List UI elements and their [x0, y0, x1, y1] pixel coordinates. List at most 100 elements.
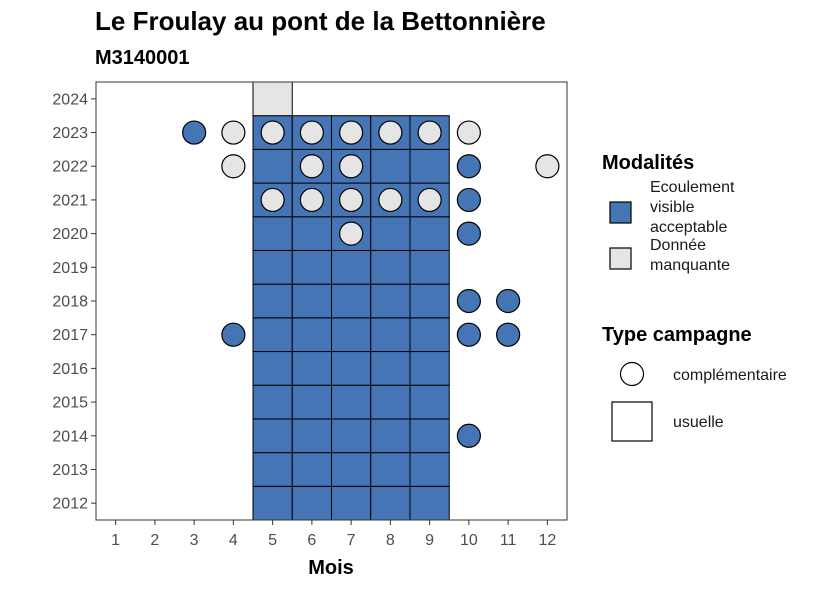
usuelle-square-2022-9: [409, 148, 450, 184]
legend-label-line: acceptable: [650, 219, 727, 236]
complementaire-point-2018-11: [496, 288, 521, 314]
usuelle-square-2016-5: [252, 351, 293, 386]
legend-key-complementaire: [619, 361, 645, 387]
usuelle-square-2017-6: [291, 317, 332, 353]
usuelle-square-2015-7: [331, 384, 372, 420]
x-tick-label: 12: [538, 532, 556, 549]
usuelle-square-2020-9: [409, 216, 450, 251]
legend-title-modalites: Modalités: [602, 152, 694, 174]
complementaire-point-2021-7: [339, 187, 364, 213]
usuelle-square-2016-8: [370, 351, 411, 386]
y-tick-label: 2016: [52, 361, 88, 378]
complementaire-point-2021-9: [417, 187, 442, 213]
x-tick-label: 7: [347, 532, 356, 549]
usuelle-square-2016-7: [331, 351, 372, 386]
legend-key-ecoulement: [609, 201, 632, 224]
complementaire-point-2023-6: [299, 120, 324, 145]
usuelle-square-2014-6: [291, 418, 332, 454]
complementaire-point-2023-7: [339, 120, 364, 145]
complementaire-point-2017-10: [456, 322, 481, 347]
y-axis: 2012 2013 2014 2015 2016 2017 2018 2019 2020 2021…: [52, 91, 96, 513]
complementaire-point-2014-10: [456, 423, 481, 448]
legend-label-usuelle: usuelle: [673, 414, 724, 431]
usuelle-square-2019-8: [370, 249, 411, 285]
y-tick-label: 2019: [52, 260, 88, 277]
y-tick-label: 2014: [52, 428, 88, 445]
usuelle-square-2012-7: [331, 485, 372, 521]
usuelle-square-2020-8: [370, 216, 411, 251]
complementaire-point-2020-10: [456, 221, 481, 246]
x-tick-label: 3: [190, 532, 199, 549]
complementaire-point-2020-7: [339, 221, 364, 246]
usuelle-square-2013-9: [409, 452, 450, 487]
usuelle-square-2019-6: [291, 249, 332, 285]
usuelle-square-2014-8: [370, 418, 411, 454]
legend-label-line: visible: [650, 199, 695, 216]
complementaire-point-2022-12: [535, 154, 560, 179]
usuelle-square-2018-9: [409, 283, 450, 319]
complementaire-point-2023-5: [260, 120, 285, 145]
complementaire-point-2021-8: [378, 187, 403, 213]
usuelle-square-2013-7: [331, 452, 372, 487]
x-tick-label: 4: [229, 532, 238, 549]
usuelle-square-2013-5: [252, 452, 293, 487]
usuelle-square-2012-9: [409, 485, 450, 521]
x-tick-label: 6: [307, 532, 316, 549]
usuelle-square-2014-7: [331, 418, 372, 454]
complementaire-point-2017-4: [221, 322, 246, 347]
usuelle-square-2015-9: [409, 384, 450, 420]
usuelle-square-2015-6: [291, 384, 332, 420]
legend: Modalités Ecoulement visible acceptableDonn…: [602, 152, 787, 442]
usuelle-square-2020-5: [252, 216, 293, 251]
complementaire-point-2018-10: [456, 288, 481, 314]
complementaire-point-2023-4: [221, 120, 246, 145]
chart-title: Le Froulay au pont de la Bettonnière: [95, 6, 546, 36]
complementaire-point-2021-6: [299, 187, 324, 213]
usuelle-square-2016-9: [409, 351, 450, 386]
usuelle-square-2015-5: [252, 384, 293, 420]
complementaire-point-2022-4: [221, 154, 246, 179]
complementaire-point-2022-7: [339, 154, 364, 179]
usuelle-square-2022-8: [370, 148, 411, 184]
usuelle-square-2014-5: [252, 418, 293, 454]
usuelle-square-2022-5: [252, 148, 293, 184]
usuelle-square-2018-7: [331, 283, 372, 319]
x-tick-label: 8: [386, 532, 395, 549]
usuelle-square-2013-8: [370, 452, 411, 487]
complementaire-point-2022-10: [456, 154, 481, 179]
complementaire-point-2021-5: [260, 187, 285, 213]
usuelle-squares: [252, 81, 450, 521]
complementaire-point-2017-11: [496, 322, 521, 347]
usuelle-square-2019-7: [331, 249, 372, 285]
usuelle-square-2019-9: [409, 249, 450, 285]
x-tick-label: 11: [500, 532, 517, 549]
usuelle-square-2017-5: [252, 317, 293, 353]
usuelle-square-2017-9: [409, 317, 450, 353]
legend-key-usuelle: [611, 401, 653, 442]
legend-key-donnee-manquante: [609, 247, 632, 270]
usuelle-square-2024-5: [252, 81, 293, 117]
usuelle-square-2012-5: [252, 485, 293, 521]
legend-label-line: Ecoulement: [650, 179, 735, 196]
y-tick-label: 2023: [52, 125, 88, 142]
chart-subtitle: M3140001: [95, 47, 190, 69]
usuelle-square-2015-8: [370, 384, 411, 420]
usuelle-square-2013-6: [291, 452, 332, 487]
usuelle-square-2018-5: [252, 283, 293, 319]
usuelle-square-2017-7: [331, 317, 372, 353]
complementaire-points: [182, 120, 560, 448]
y-tick-label: 2022: [52, 159, 88, 176]
complementaire-point-2021-10: [456, 187, 481, 213]
complementaire-point-2023-3: [182, 120, 207, 145]
usuelle-square-2018-8: [370, 283, 411, 319]
usuelle-square-2020-6: [291, 216, 332, 251]
complementaire-point-2023-8: [378, 120, 403, 145]
legend-label-line: manquante: [650, 257, 730, 274]
usuelle-square-2019-5: [252, 249, 293, 285]
usuelle-square-2016-6: [291, 351, 332, 386]
y-tick-label: 2013: [52, 462, 88, 479]
usuelle-square-2018-6: [291, 283, 332, 319]
complementaire-point-2023-10: [456, 120, 481, 145]
x-tick-label: 5: [268, 532, 277, 549]
